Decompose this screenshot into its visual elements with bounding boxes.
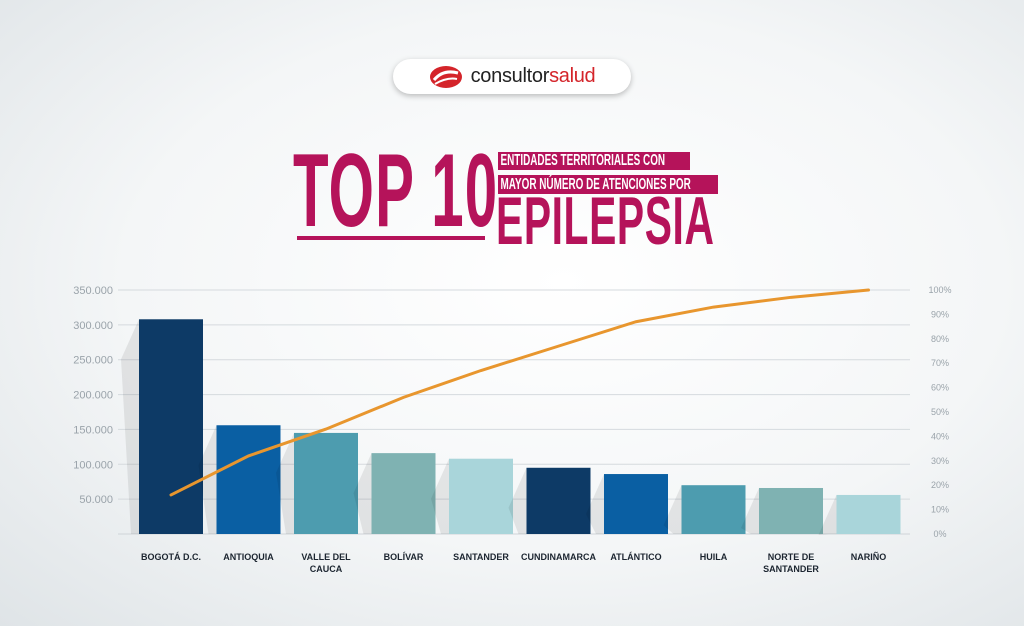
x-category-label: NARIÑO <box>851 552 887 562</box>
consultorsalud-logo: consultorsalud <box>393 59 631 94</box>
y2-tick-label: 80% <box>931 334 949 344</box>
y2-tick-label: 60% <box>931 383 949 393</box>
x-category-label: BOGOTÁ D.C. <box>141 552 201 562</box>
x-category-label: SANTANDER <box>453 552 509 562</box>
y2-tick-label: 50% <box>931 407 949 417</box>
bar-9 <box>759 487 823 534</box>
logo-text: consultorsalud <box>470 65 596 87</box>
y-tick-label: 350.000 <box>73 285 113 297</box>
x-category-label: HUILA <box>700 552 728 562</box>
bar-shadow <box>353 453 372 534</box>
x-category-label: VALLE DEL <box>301 552 351 562</box>
bar-shadow <box>276 432 294 534</box>
x-category-label: BOLÍVAR <box>384 552 424 562</box>
bar-4 <box>371 453 436 534</box>
x-category-label: ANTIOQUIA <box>223 552 274 562</box>
bar-5 <box>449 458 513 534</box>
title-top10: TOP 10 <box>293 133 499 249</box>
x-category-label: ATLÁNTICO <box>610 552 661 562</box>
x-category-label: SANTANDER <box>763 564 819 574</box>
y2-tick-label: 70% <box>931 358 949 368</box>
bar-8 <box>681 485 746 534</box>
bar-7 <box>604 474 668 534</box>
subtitle-line1: ENTIDADES TERRITORIALES CON <box>498 152 690 170</box>
x-category-label: NORTE DE <box>768 552 815 562</box>
y2-tick-label: 20% <box>931 480 949 490</box>
x-category-label: CUNDINAMARCA <box>521 552 596 562</box>
bar-shadow <box>431 458 449 534</box>
cumulative-percentage-line <box>169 288 870 497</box>
y2-tick-label: 90% <box>931 309 949 319</box>
bar-shadow <box>198 425 217 534</box>
bar-shadow <box>508 467 527 534</box>
y-tick-label: 300.000 <box>73 320 113 332</box>
y-tick-label: 50.000 <box>79 494 113 506</box>
bar-3 <box>294 432 358 534</box>
y-tick-label: 150.000 <box>73 424 113 436</box>
y-tick-label: 100.000 <box>73 459 113 471</box>
x-category-label: CAUCA <box>310 564 343 574</box>
bar-1 <box>139 319 203 534</box>
y2-tick-label: 0% <box>933 529 946 539</box>
bar-shadow <box>663 485 682 534</box>
bar-shadow <box>586 474 604 534</box>
title-epilepsia: EPILEPSIA <box>496 183 715 259</box>
bar-2 <box>216 425 281 534</box>
y2-tick-label: 30% <box>931 456 949 466</box>
y2-tick-label: 40% <box>931 431 949 441</box>
bar-shadow <box>818 494 837 535</box>
y2-tick-label: 100% <box>928 285 951 295</box>
bar-shadow <box>121 319 139 534</box>
bar-6 <box>526 467 591 534</box>
bar-10 <box>836 494 901 534</box>
title-underline <box>297 236 485 240</box>
y2-tick-label: 10% <box>931 505 949 515</box>
logo-mark-icon <box>429 65 462 88</box>
subtitle-line2: MAYOR NÚMERO DE ATENCIONES POR <box>498 175 718 194</box>
y-tick-label: 250.000 <box>73 355 113 367</box>
y-tick-label: 200.000 <box>73 390 113 402</box>
bar-shadow <box>741 487 759 534</box>
